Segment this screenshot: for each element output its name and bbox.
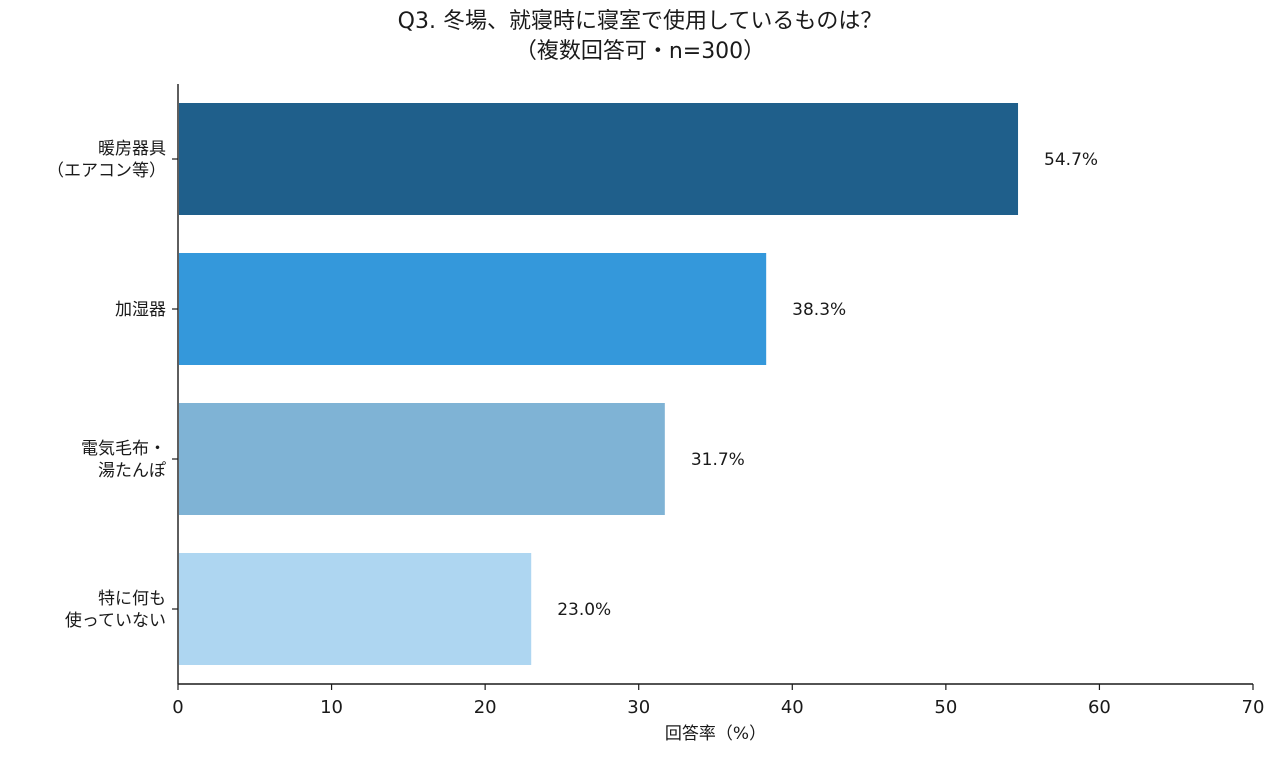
bar-0 [179,103,1019,215]
bar-3 [179,553,532,665]
bar-1 [179,253,767,365]
chart-title-line-2: （複数回答可・n=300） [514,39,766,64]
category-label-0-0: 暖房器具 [98,139,166,159]
category-label-3-0: 特に何も [98,589,166,609]
x-tick-label-4: 40 [781,697,804,718]
category-label-1-0: 加湿器 [115,300,166,320]
value-label-3: 23.0% [557,600,611,620]
x-tick-label-7: 70 [1242,697,1265,718]
value-label-2: 31.7% [691,450,745,470]
category-label-3-1: 使っていない [65,610,166,631]
bar-2 [179,403,665,515]
x-tick-label-5: 50 [934,697,957,718]
category-label-2-0: 電気毛布・ [81,439,166,459]
value-label-1: 38.3% [792,300,846,320]
x-tick-label-3: 30 [627,697,650,718]
x-tick-label-1: 10 [320,697,343,718]
value-label-0: 54.7% [1044,150,1098,170]
category-label-2-1: 湯たんぽ [98,461,166,481]
x-axis-title: 回答率（%） [665,724,766,744]
chart-title-line-1: Q3. 冬場、就寝時に寝室で使用しているものは？ [397,9,883,34]
x-tick-label-6: 60 [1088,697,1111,718]
x-tick-label-2: 20 [474,697,497,718]
x-tick-label-0: 0 [172,697,183,718]
category-label-0-1: （エアコン等） [47,161,166,181]
